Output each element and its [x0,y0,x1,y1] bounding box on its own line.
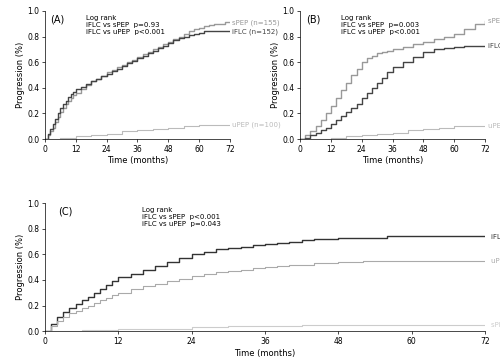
Text: uPEP (n=86): uPEP (n=86) [491,257,500,264]
Text: Log rank
iFLC vs sPEP  p=0.93
iFLC vs uPEP  p<0.001: Log rank iFLC vs sPEP p=0.93 iFLC vs uPE… [86,15,164,35]
Text: (B): (B) [306,15,320,25]
Y-axis label: Progression (%): Progression (%) [270,42,280,108]
Text: iFLC (n=87): iFLC (n=87) [491,233,500,240]
Text: iFLC (n=152): iFLC (n=152) [232,28,278,35]
Text: uPEP (n=100): uPEP (n=100) [232,122,281,128]
Text: (A): (A) [50,15,65,25]
X-axis label: Time (months): Time (months) [107,157,168,165]
Text: Log rank
iFLC vs sPEP  p<0.001
iFLC vs uPEP  p=0.043: Log rank iFLC vs sPEP p<0.001 iFLC vs uP… [142,207,220,227]
Y-axis label: Progression (%): Progression (%) [16,42,24,108]
Text: sPEP (n=87): sPEP (n=87) [491,321,500,328]
X-axis label: Time (months): Time (months) [234,349,296,357]
Text: sPEP (n=76): sPEP (n=76) [488,18,500,24]
Text: iFLC (n=74): iFLC (n=74) [488,42,500,49]
Text: sPEP (n=155): sPEP (n=155) [232,19,280,26]
Text: uPEP (n=70): uPEP (n=70) [488,123,500,130]
X-axis label: Time (months): Time (months) [362,157,423,165]
Text: Log rank
iFLC vs sPEP  p=0.003
iFLC vs uPEP  p<0.001: Log rank iFLC vs sPEP p=0.003 iFLC vs uP… [341,15,420,35]
Y-axis label: Progression (%): Progression (%) [16,234,24,300]
Text: (C): (C) [58,207,72,217]
